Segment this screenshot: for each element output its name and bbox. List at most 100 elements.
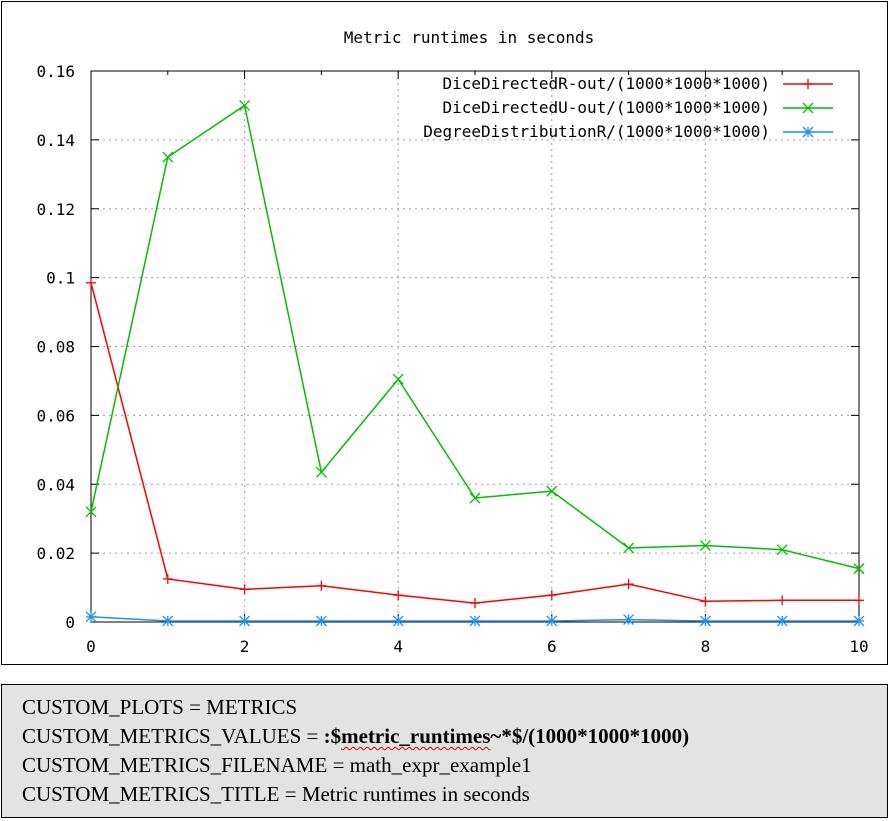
marker-stroke — [853, 563, 865, 575]
marker-stroke — [469, 615, 481, 627]
series-line — [90, 282, 859, 604]
chart-frame: Metric runtimes in seconds 0 0.02 0.04 0.06… — [1, 1, 888, 665]
legend-label: DiceDirectedU-out/(1000*1000*1000) — [442, 98, 770, 117]
data-point — [699, 615, 711, 627]
marker-stroke — [802, 102, 814, 114]
legend-label: DegreeDistributionR/(1000*1000*1000) — [423, 122, 770, 141]
data-point — [239, 99, 251, 111]
x-tick-label: 4 — [393, 637, 403, 656]
data-point — [853, 615, 865, 627]
y-tick-label: 0.16 — [36, 62, 75, 81]
data-point — [777, 595, 788, 606]
data-point — [393, 590, 404, 601]
series-1 — [86, 277, 864, 609]
data-point — [316, 580, 327, 591]
data-point — [623, 614, 635, 626]
series-2 — [85, 99, 865, 575]
marker-stroke — [315, 466, 327, 478]
marker-stroke — [392, 615, 404, 627]
data-point — [162, 151, 174, 163]
series-3 — [85, 611, 865, 627]
y-tick-label: 0.08 — [36, 338, 75, 357]
marker-stroke — [239, 99, 251, 111]
config-equals: = — [279, 782, 302, 806]
data-point — [700, 596, 711, 607]
config-value: math_expr_example1 — [349, 753, 532, 777]
marker-stroke — [699, 615, 711, 627]
x-tick-label: 2 — [240, 637, 250, 656]
marker-stroke — [239, 615, 251, 627]
legend-entry: DiceDirectedU-out/(1000*1000*1000) — [442, 98, 833, 117]
axes: 0 0.02 0.04 0.06 0.08 0.1 0.12 0.14 0.16 0 2 4 6 8 10 — [36, 62, 868, 656]
x-tick-label: 0 — [86, 637, 96, 656]
data-point — [315, 615, 327, 627]
marker-stroke — [802, 126, 814, 138]
data-point — [162, 573, 173, 584]
data-point — [623, 579, 634, 590]
data-point — [162, 615, 174, 627]
data-point — [623, 542, 635, 554]
data-point — [85, 506, 97, 518]
data-point — [315, 466, 327, 478]
marker-stroke — [315, 615, 327, 627]
config-line-custom-metrics-title: CUSTOM_METRICS_TITLE = Metric runtimes i… — [22, 780, 887, 809]
marker-stroke — [546, 615, 558, 627]
marker-stroke — [699, 540, 711, 552]
series-line — [90, 104, 860, 570]
data-point — [546, 590, 557, 601]
marker-stroke — [162, 151, 174, 163]
data-point — [546, 485, 558, 497]
config-equals: = — [327, 753, 350, 777]
data-point — [802, 102, 814, 114]
config-key: CUSTOM_PLOTS — [22, 695, 184, 719]
legend-entry: DiceDirectedR-out/(1000*1000*1000) — [442, 74, 833, 93]
y-tick-label: 0.12 — [36, 200, 75, 219]
marker-stroke — [85, 506, 97, 518]
marker-stroke — [776, 615, 788, 627]
data-point — [470, 598, 480, 609]
config-line-custom-plots: CUSTOM_PLOTS = METRICS — [22, 693, 887, 722]
marker-stroke — [853, 615, 865, 627]
data-point — [546, 615, 558, 627]
config-value-spellcheck-word: metric_runtimes — [341, 724, 491, 748]
series-layer — [85, 99, 865, 627]
y-tick-label: 0.04 — [36, 475, 75, 494]
config-text-box: CUSTOM_PLOTS = METRICS CUSTOM_METRICS_VA… — [1, 684, 888, 818]
y-tick-label: 0.02 — [36, 544, 75, 563]
marker-stroke — [469, 492, 481, 504]
legend-label: DiceDirectedR-out/(1000*1000*1000) — [442, 74, 770, 93]
legend: DiceDirectedR-out/(1000*1000*1000) DiceDi… — [423, 74, 833, 141]
marker-stroke — [85, 611, 97, 623]
config-line-custom-metrics-filename: CUSTOM_METRICS_FILENAME = math_expr_exam… — [22, 751, 887, 780]
data-point — [469, 492, 481, 504]
config-value: METRICS — [206, 695, 298, 719]
data-point — [392, 373, 404, 385]
data-point — [802, 126, 814, 138]
data-point — [239, 584, 250, 595]
data-point — [85, 611, 97, 623]
marker-stroke — [546, 485, 558, 497]
chart-title: Metric runtimes in seconds — [344, 28, 594, 47]
y-tick-label: 0.1 — [46, 269, 75, 288]
data-point — [86, 277, 96, 288]
data-point — [853, 563, 865, 575]
config-equals: = — [301, 724, 324, 748]
config-value: Metric runtimes in seconds — [301, 782, 530, 806]
data-point — [469, 615, 481, 627]
config-line-custom-metrics-values: CUSTOM_METRICS_VALUES = :$metric_runtime… — [22, 722, 887, 751]
config-key: CUSTOM_METRICS_TITLE — [22, 782, 280, 806]
data-point — [239, 615, 251, 627]
marker-stroke — [392, 373, 404, 385]
data-point — [803, 79, 813, 89]
marker-stroke — [623, 542, 635, 554]
x-tick-label: 8 — [701, 637, 711, 656]
line-chart: Metric runtimes in seconds 0 0.02 0.04 0.06… — [36, 28, 868, 656]
config-value-prefix: :$ — [323, 724, 342, 748]
y-tick-label: 0.06 — [36, 406, 75, 425]
data-point — [776, 615, 788, 627]
legend-entry: DegreeDistributionR/(1000*1000*1000) — [423, 122, 833, 141]
x-tick-label: 10 — [849, 637, 868, 656]
data-point — [699, 540, 711, 552]
config-value-suffix: ~*$/(1000*1000*1000) — [490, 724, 690, 748]
data-point — [854, 595, 864, 606]
